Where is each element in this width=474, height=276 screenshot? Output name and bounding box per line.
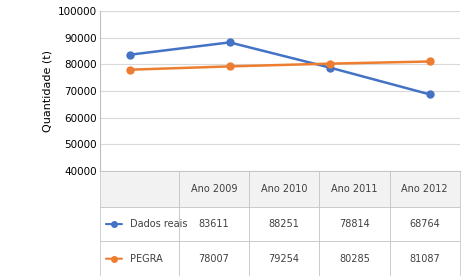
PEGRA: [227, 65, 232, 68]
Y-axis label: Quantidade (t): Quantidade (t): [42, 50, 52, 132]
Bar: [179, 171, 249, 207]
Text: 78007: 78007: [199, 254, 229, 264]
Text: 78814: 78814: [339, 219, 370, 229]
Text: 88251: 88251: [269, 219, 300, 229]
Dados reais: [427, 93, 433, 96]
Bar: [249, 171, 319, 207]
Bar: [390, 242, 460, 276]
Bar: [179, 242, 249, 276]
Bar: [100, 171, 179, 207]
Dados reais: [327, 66, 333, 69]
Bar: [390, 207, 460, 242]
PEGRA: [427, 60, 433, 63]
Text: Ano 2012: Ano 2012: [401, 184, 448, 194]
Text: Ano 2011: Ano 2011: [331, 184, 378, 194]
Text: 81087: 81087: [409, 254, 440, 264]
Bar: [179, 207, 249, 242]
Dados reais: [227, 41, 232, 44]
Bar: [249, 207, 319, 242]
Bar: [100, 242, 179, 276]
Text: 80285: 80285: [339, 254, 370, 264]
Bar: [319, 207, 390, 242]
Bar: [319, 242, 390, 276]
Text: Ano 2010: Ano 2010: [261, 184, 308, 194]
PEGRA: [127, 68, 132, 71]
Text: PEGRA: PEGRA: [130, 254, 163, 264]
Dados reais: [127, 53, 132, 56]
Text: Ano 2009: Ano 2009: [191, 184, 237, 194]
PEGRA: [327, 62, 333, 65]
Line: PEGRA: PEGRA: [126, 58, 433, 73]
Bar: [249, 242, 319, 276]
Text: 68764: 68764: [409, 219, 440, 229]
Bar: [390, 171, 460, 207]
Bar: [100, 207, 179, 242]
Line: Dados reais: Dados reais: [126, 39, 433, 98]
Text: 79254: 79254: [269, 254, 300, 264]
Text: 83611: 83611: [199, 219, 229, 229]
Bar: [319, 171, 390, 207]
Text: Dados reais: Dados reais: [130, 219, 188, 229]
